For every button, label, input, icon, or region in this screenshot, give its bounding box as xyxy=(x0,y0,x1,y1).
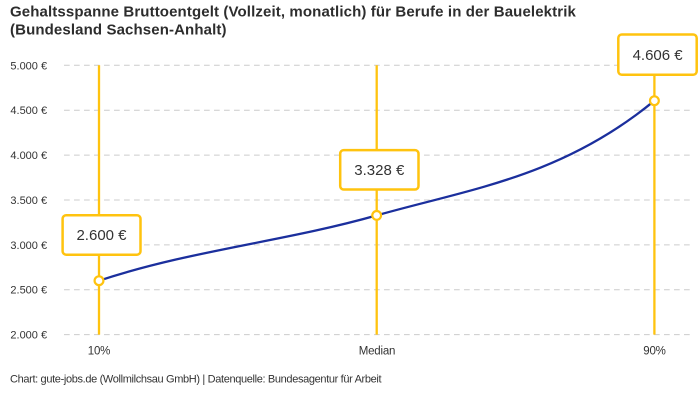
svg-text:Chart: gute-jobs.de (Wollmilch: Chart: gute-jobs.de (Wollmilchsau GmbH) … xyxy=(10,374,381,386)
svg-text:90%: 90% xyxy=(643,345,665,357)
svg-text:5.000 €: 5.000 € xyxy=(10,60,47,72)
svg-text:2.500 €: 2.500 € xyxy=(10,285,47,297)
svg-text:Gehaltsspanne Bruttoentgelt (V: Gehaltsspanne Bruttoentgelt (Vollzeit, m… xyxy=(10,4,576,21)
svg-text:2.600 €: 2.600 € xyxy=(76,227,127,244)
svg-text:10%: 10% xyxy=(88,345,110,357)
svg-text:Median: Median xyxy=(359,345,396,357)
svg-text:3.000 €: 3.000 € xyxy=(10,240,47,252)
svg-text:4.000 €: 4.000 € xyxy=(10,150,47,162)
svg-text:3.500 €: 3.500 € xyxy=(10,195,47,207)
svg-text:(Bundesland Sachsen-Anhalt): (Bundesland Sachsen-Anhalt) xyxy=(10,22,227,39)
svg-text:2.000 €: 2.000 € xyxy=(10,330,47,342)
svg-text:4.500 €: 4.500 € xyxy=(10,105,47,117)
svg-text:3.328 €: 3.328 € xyxy=(354,162,405,179)
svg-text:4.606 €: 4.606 € xyxy=(633,47,684,64)
